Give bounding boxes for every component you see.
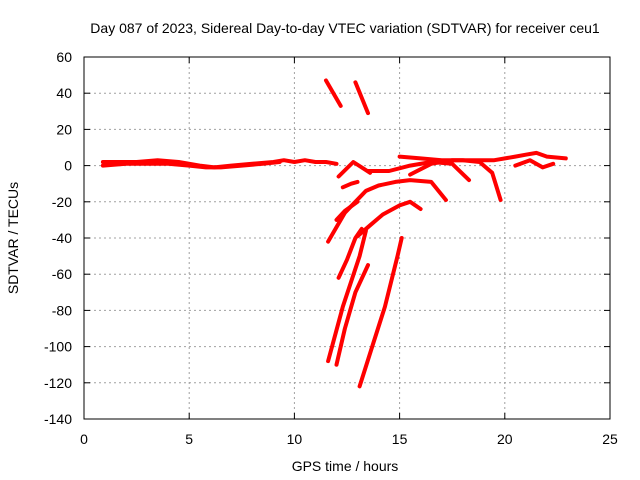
series-track-3 (324, 78, 343, 108)
y-axis-title: SDTVAR / TECUs (5, 182, 21, 294)
y-tick-label: -80 (52, 302, 72, 318)
y-tick-label: -100 (44, 339, 72, 355)
x-tick-label: 5 (185, 431, 193, 447)
series-track-13 (357, 236, 404, 389)
series-track-10 (326, 228, 368, 364)
y-tick-label: -60 (52, 266, 72, 282)
y-tick-label: -140 (44, 411, 72, 427)
x-axis-title: GPS time / hours (292, 458, 399, 474)
series-track-17 (513, 158, 556, 170)
series-track-9 (355, 199, 423, 239)
y-tick-label: -120 (44, 375, 72, 391)
series-track-11 (336, 226, 364, 280)
series-track-8 (334, 199, 360, 222)
y-tick-label: 60 (56, 49, 72, 65)
chart-title: Day 087 of 2023, Sidereal Day-to-day VTE… (90, 20, 600, 36)
series-track-4 (353, 80, 370, 116)
series-track-5 (336, 160, 373, 179)
x-tick-label: 10 (287, 431, 303, 447)
y-tick-label: 40 (56, 85, 72, 101)
x-tick-label: 15 (392, 431, 408, 447)
plot-frame (83, 56, 611, 420)
series-track-6 (340, 179, 360, 190)
x-tick-label: 25 (602, 431, 618, 447)
axis-ticks: 0 5 10 15 20 25 -140 -120 -100 -80 -60 -40 -20 0 20 40 6… (44, 49, 618, 447)
series-track-12 (334, 263, 370, 367)
x-tick-label: 20 (497, 431, 513, 447)
y-tick-label: -20 (52, 194, 72, 210)
y-tick-label: 20 (56, 121, 72, 137)
series-track-16 (408, 150, 568, 177)
x-tick-label: 0 (80, 431, 88, 447)
data-series (100, 78, 568, 389)
series-track-15 (366, 160, 471, 183)
y-tick-label: 0 (64, 158, 72, 174)
series-track-7 (326, 178, 448, 244)
grid (84, 57, 610, 419)
y-tick-label: -40 (52, 230, 72, 246)
series-track-2 (100, 160, 282, 170)
